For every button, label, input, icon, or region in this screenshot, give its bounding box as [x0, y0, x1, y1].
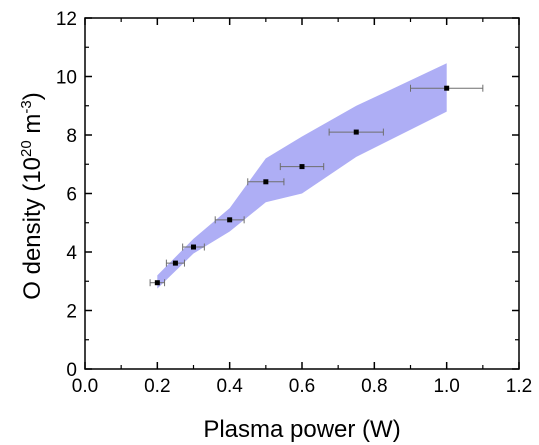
uncertainty-band: [157, 63, 447, 289]
x-tick-label: 0.8: [361, 376, 387, 397]
y-tick-label: 8: [66, 126, 77, 147]
x-tick-label: 0.4: [216, 376, 243, 397]
y-tick-label: 4: [66, 243, 77, 264]
tick-label-layer: 0.0 0.2 0.4 0.6 0.8 1.0 1.2 0 2 4 6 8 10 12: [56, 9, 532, 397]
data-point: [263, 179, 269, 185]
y-axis-title-unit: m: [19, 114, 46, 141]
data-point: [227, 217, 233, 223]
x-tick-label: 0.0: [72, 376, 98, 397]
x-axis-title: Plasma power (W): [203, 416, 400, 443]
y-axis-title-close: ): [19, 92, 46, 100]
data-point: [172, 260, 178, 266]
y-tick-label: 12: [56, 9, 77, 30]
data-point-layer: [154, 85, 450, 286]
y-axis-title-exponent: 20: [18, 140, 35, 157]
data-point: [191, 244, 196, 250]
x-tick-label: 1.0: [433, 376, 459, 397]
y-tick-label: 6: [66, 185, 77, 206]
y-axis-title-unit-exponent: -3: [18, 100, 35, 113]
y-tick-label: 2: [66, 302, 77, 323]
y-axis-title-main: O density (10: [19, 157, 46, 300]
x-tick-label: 0.6: [289, 376, 315, 397]
data-point: [299, 164, 305, 170]
x-tick-label: 0.2: [144, 376, 170, 397]
data-point: [154, 280, 160, 286]
data-point: [353, 129, 359, 135]
x-tick-label: 1.2: [506, 376, 532, 397]
y-tick-label: 10: [56, 68, 77, 89]
uncertainty-band-layer: [157, 63, 447, 289]
y-tick-label: 0: [66, 360, 77, 381]
axes-layer: [84, 17, 520, 370]
data-point: [444, 85, 450, 91]
y-axis-title: O density (1020 m-3): [18, 92, 46, 299]
